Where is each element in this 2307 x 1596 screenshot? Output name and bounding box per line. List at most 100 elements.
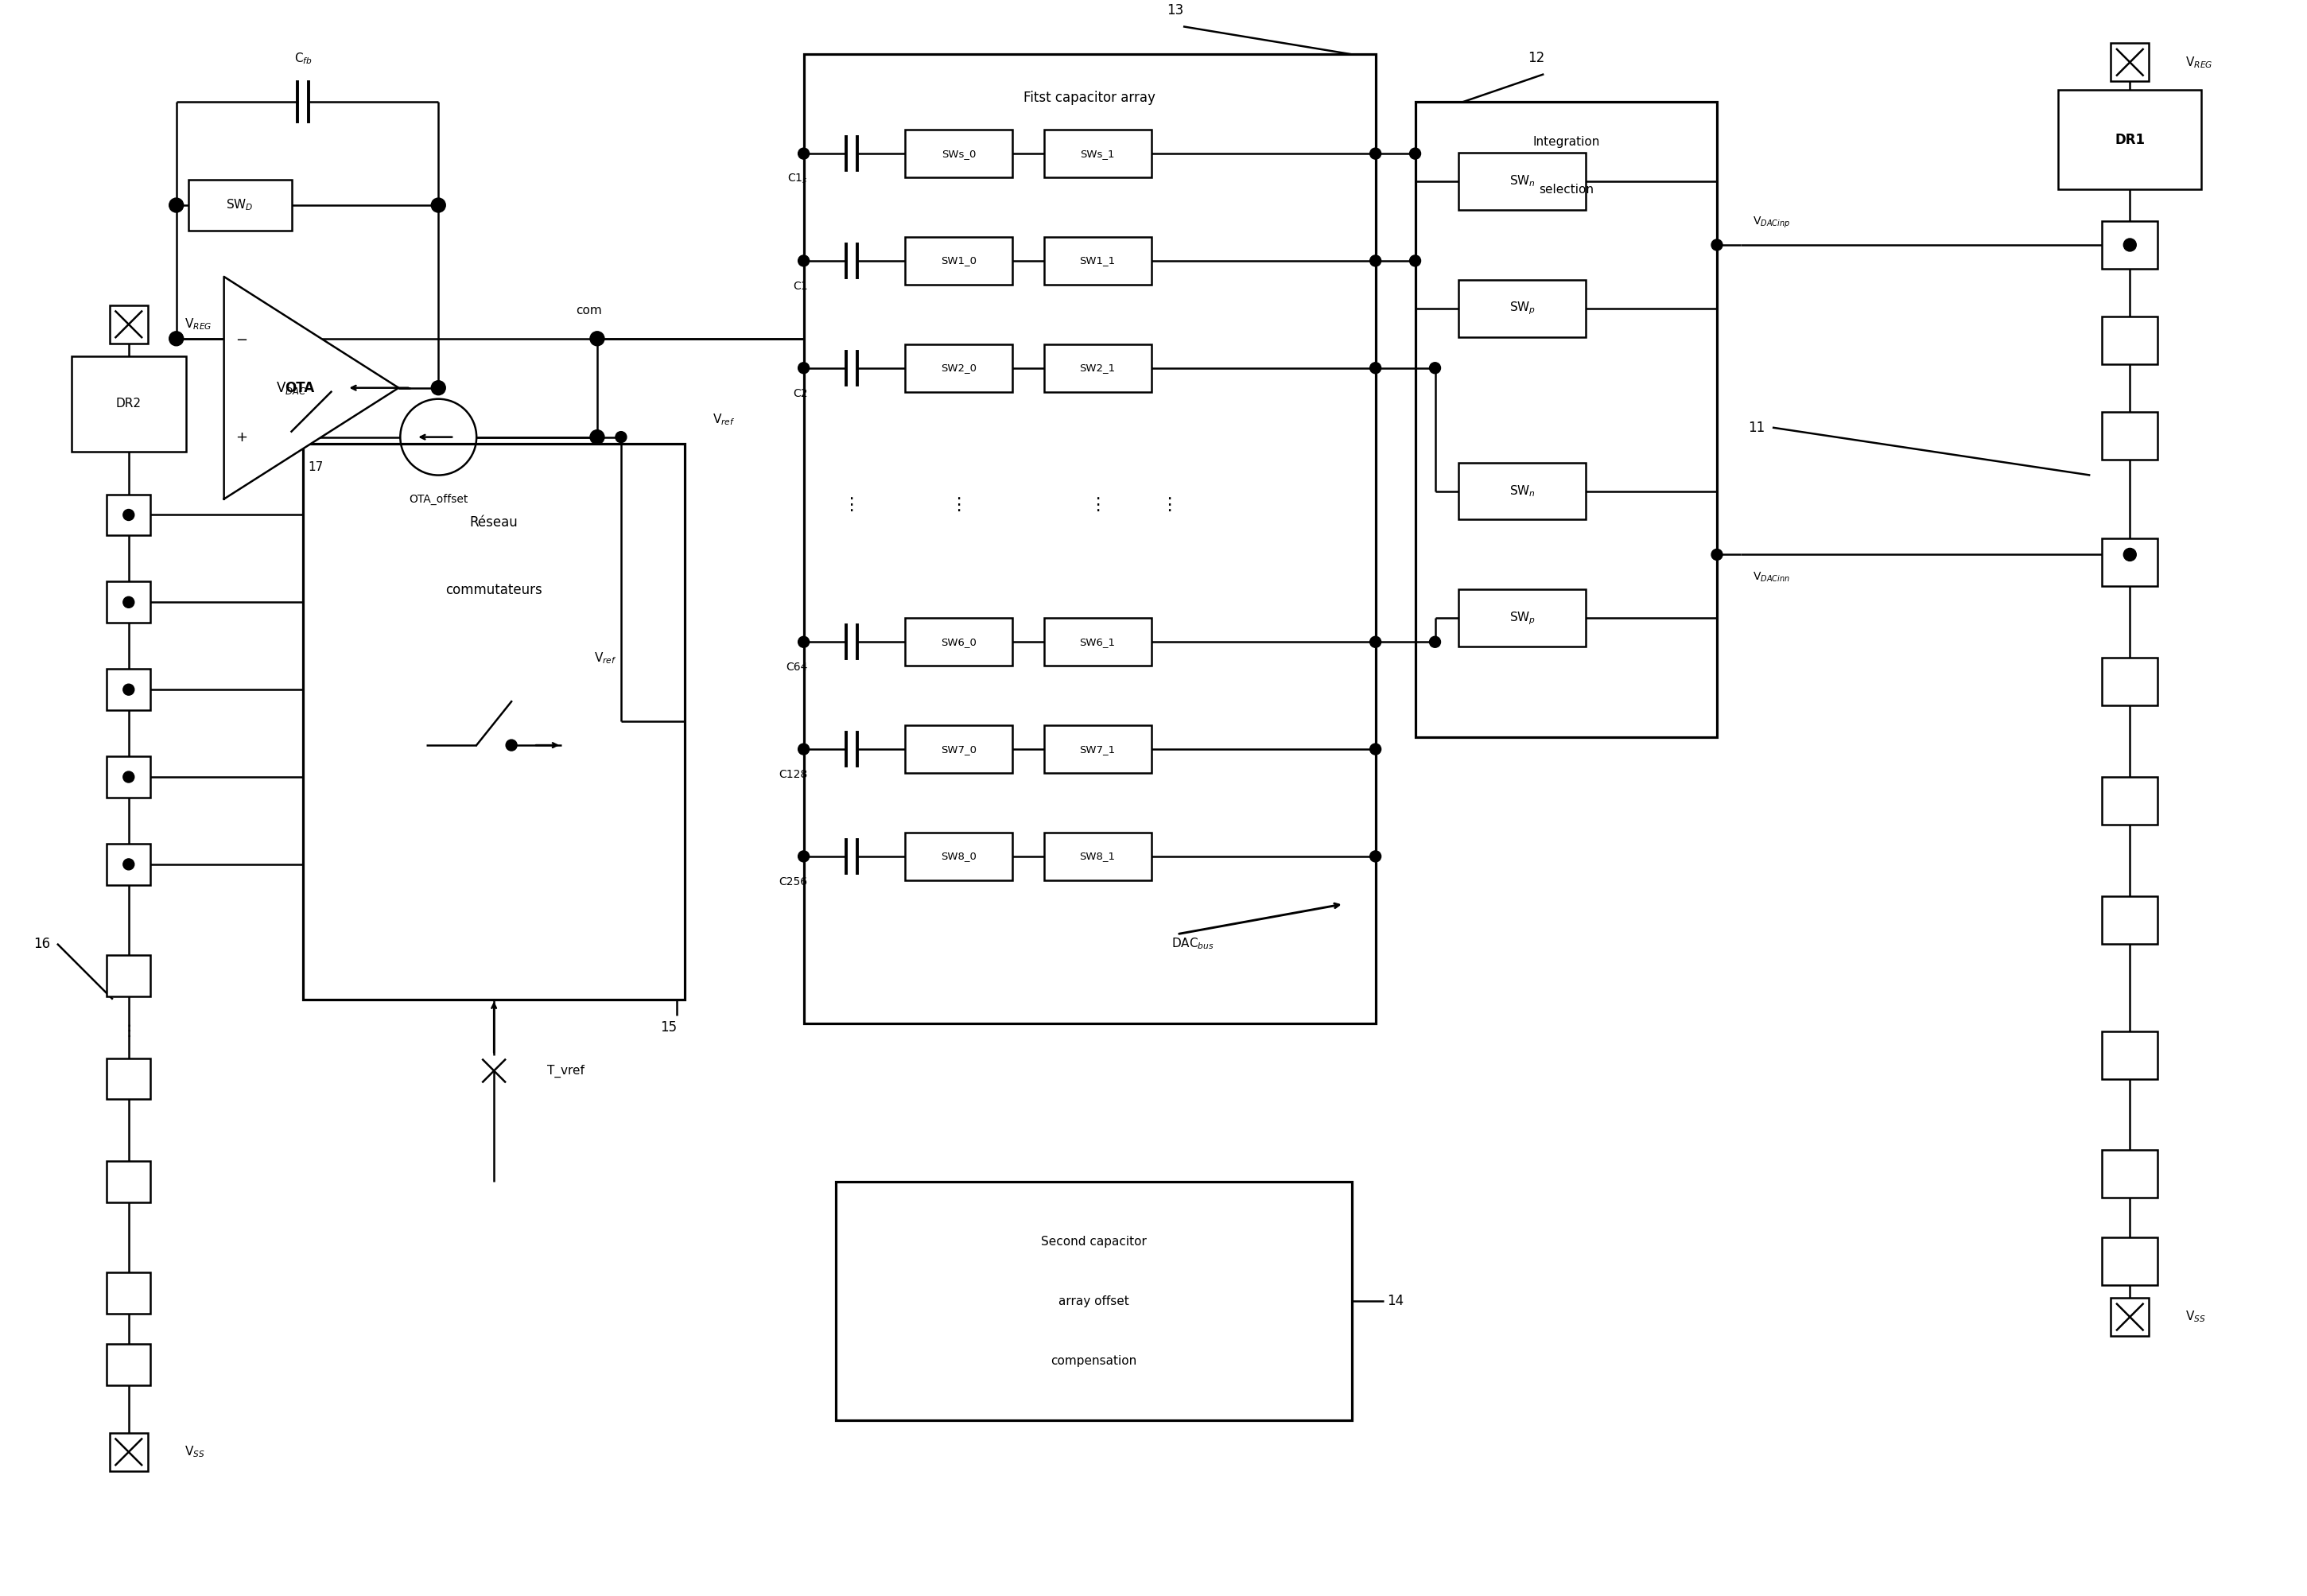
Text: SW6_1: SW6_1 xyxy=(1080,637,1114,646)
Text: ⋮: ⋮ xyxy=(1089,496,1107,512)
Circle shape xyxy=(1370,744,1382,755)
Circle shape xyxy=(122,859,134,870)
FancyBboxPatch shape xyxy=(904,345,1013,391)
Circle shape xyxy=(798,148,810,160)
Text: V$_{ref}$: V$_{ref}$ xyxy=(593,651,616,666)
Circle shape xyxy=(122,509,134,520)
Circle shape xyxy=(616,431,628,442)
FancyBboxPatch shape xyxy=(106,1344,150,1385)
FancyBboxPatch shape xyxy=(106,1162,150,1203)
Text: SW$_n$: SW$_n$ xyxy=(1509,174,1536,188)
Text: Réseau: Réseau xyxy=(471,516,519,530)
FancyBboxPatch shape xyxy=(106,1058,150,1100)
Circle shape xyxy=(798,744,810,755)
Circle shape xyxy=(1370,148,1382,160)
Circle shape xyxy=(798,255,810,267)
Circle shape xyxy=(1430,637,1440,648)
Circle shape xyxy=(431,381,445,394)
Text: V$_{DACinn}$: V$_{DACinn}$ xyxy=(1753,570,1790,584)
FancyBboxPatch shape xyxy=(1043,236,1151,284)
Text: SW$_D$: SW$_D$ xyxy=(226,198,254,212)
Text: C128: C128 xyxy=(780,769,807,780)
Circle shape xyxy=(798,637,810,648)
Circle shape xyxy=(168,198,185,212)
Circle shape xyxy=(2122,238,2136,251)
FancyBboxPatch shape xyxy=(1458,589,1585,646)
Text: $+$: $+$ xyxy=(235,429,247,444)
Text: SWs_0: SWs_0 xyxy=(941,148,976,158)
Text: DR1: DR1 xyxy=(2116,132,2146,147)
Text: V$_{REG}$: V$_{REG}$ xyxy=(2185,54,2212,70)
Text: commutateurs: commutateurs xyxy=(445,583,542,597)
Text: 13: 13 xyxy=(1167,3,1183,18)
Circle shape xyxy=(1370,362,1382,373)
Text: DAC$_{bus}$: DAC$_{bus}$ xyxy=(1172,937,1213,951)
Circle shape xyxy=(168,332,185,346)
Text: $-$: $-$ xyxy=(235,332,247,346)
Text: SW1_0: SW1_0 xyxy=(941,255,976,267)
Text: SW7_1: SW7_1 xyxy=(1080,744,1117,755)
Text: Second capacitor: Second capacitor xyxy=(1040,1235,1147,1248)
Circle shape xyxy=(1410,255,1421,267)
Circle shape xyxy=(1370,851,1382,862)
FancyBboxPatch shape xyxy=(1043,618,1151,666)
Text: C$_{fb}$: C$_{fb}$ xyxy=(295,51,311,65)
FancyBboxPatch shape xyxy=(2102,539,2157,586)
Text: SW2_1: SW2_1 xyxy=(1080,362,1117,373)
FancyBboxPatch shape xyxy=(106,1272,150,1314)
Text: SW6_0: SW6_0 xyxy=(941,637,976,646)
Circle shape xyxy=(2122,549,2136,560)
FancyBboxPatch shape xyxy=(2058,89,2201,190)
FancyBboxPatch shape xyxy=(2102,895,2157,943)
FancyBboxPatch shape xyxy=(1043,345,1151,391)
FancyBboxPatch shape xyxy=(2102,777,2157,825)
FancyBboxPatch shape xyxy=(106,844,150,884)
FancyBboxPatch shape xyxy=(835,1183,1352,1420)
FancyBboxPatch shape xyxy=(2102,658,2157,705)
FancyBboxPatch shape xyxy=(1458,279,1585,337)
FancyBboxPatch shape xyxy=(904,833,1013,879)
Text: 16: 16 xyxy=(32,937,51,951)
Circle shape xyxy=(1370,255,1382,267)
Text: SW7_0: SW7_0 xyxy=(941,744,976,755)
FancyBboxPatch shape xyxy=(111,305,148,343)
FancyBboxPatch shape xyxy=(111,1433,148,1472)
Text: SW1_1: SW1_1 xyxy=(1080,255,1117,267)
FancyBboxPatch shape xyxy=(2111,43,2148,81)
Text: OTA_offset: OTA_offset xyxy=(408,493,468,504)
Text: V$_{DACinp}$: V$_{DACinp}$ xyxy=(1753,215,1790,230)
Text: selection: selection xyxy=(1539,184,1594,195)
Circle shape xyxy=(1430,362,1440,373)
Text: V$_{SS}$: V$_{SS}$ xyxy=(185,1444,205,1459)
Text: SW$_p$: SW$_p$ xyxy=(1509,610,1536,626)
Text: 17: 17 xyxy=(307,461,323,474)
Circle shape xyxy=(122,597,134,608)
FancyBboxPatch shape xyxy=(2111,1298,2148,1336)
Circle shape xyxy=(122,771,134,782)
Text: 15: 15 xyxy=(660,1020,676,1034)
Circle shape xyxy=(505,739,517,750)
Circle shape xyxy=(1410,148,1421,160)
FancyBboxPatch shape xyxy=(2102,316,2157,364)
Text: C64: C64 xyxy=(787,662,807,674)
FancyBboxPatch shape xyxy=(106,954,150,996)
Text: V$_{ref}$: V$_{ref}$ xyxy=(713,412,736,428)
Circle shape xyxy=(1370,637,1382,648)
Text: V$_{DAC}$: V$_{DAC}$ xyxy=(277,380,307,396)
Text: ⋮: ⋮ xyxy=(120,1023,136,1039)
Text: SWs_1: SWs_1 xyxy=(1080,148,1114,158)
FancyBboxPatch shape xyxy=(106,581,150,622)
Circle shape xyxy=(122,685,134,696)
Circle shape xyxy=(798,362,810,373)
FancyBboxPatch shape xyxy=(106,495,150,536)
FancyBboxPatch shape xyxy=(1414,102,1716,737)
FancyBboxPatch shape xyxy=(904,618,1013,666)
Text: Integration: Integration xyxy=(1532,136,1599,147)
FancyBboxPatch shape xyxy=(2102,1031,2157,1079)
Circle shape xyxy=(798,851,810,862)
FancyBboxPatch shape xyxy=(1458,463,1585,520)
FancyBboxPatch shape xyxy=(106,757,150,798)
Text: Fitst capacitor array: Fitst capacitor array xyxy=(1024,91,1156,105)
Text: C1$_s$: C1$_s$ xyxy=(787,172,807,185)
Text: C2: C2 xyxy=(794,388,807,399)
